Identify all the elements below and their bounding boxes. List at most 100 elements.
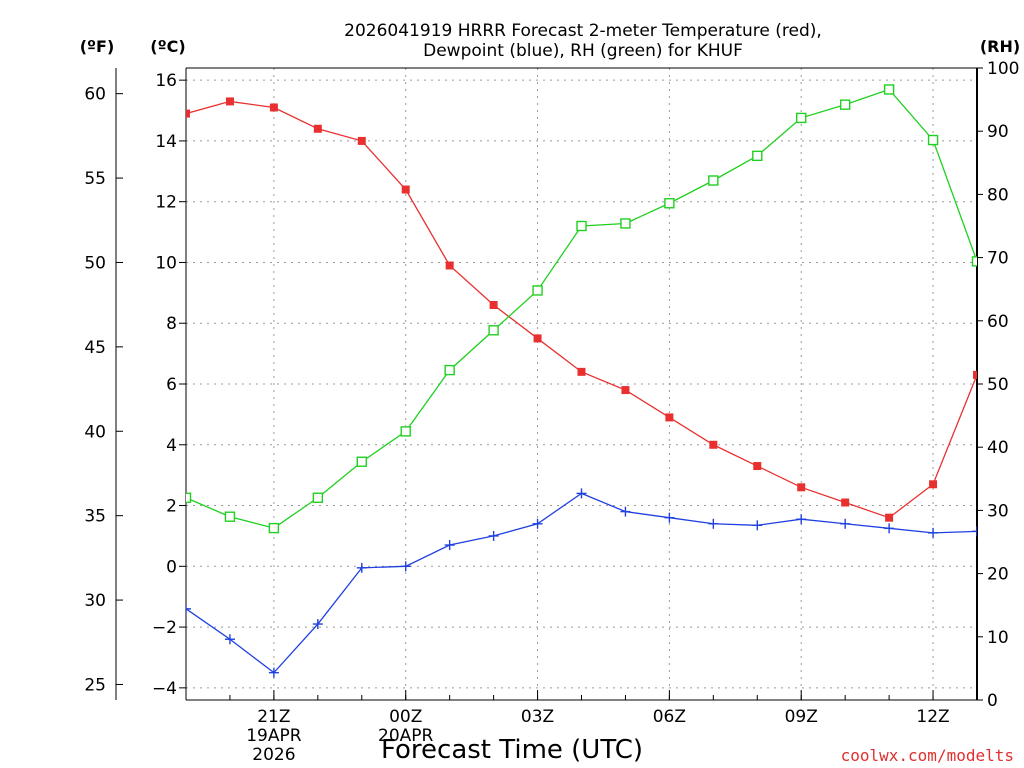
grid-layer [186, 68, 977, 700]
series-layer [186, 84, 977, 678]
temperature-point [797, 483, 806, 492]
dewpoint-point [708, 518, 719, 529]
temperature-point [489, 301, 498, 309]
rh-tick-label: 70 [987, 249, 1009, 269]
fahrenheit-tick-label: 30 [84, 591, 106, 611]
fahrenheit-tick-label: 50 [84, 253, 106, 273]
rh-point [356, 456, 367, 467]
rh-point [752, 150, 763, 162]
rh-tick-label: 30 [987, 501, 1009, 521]
dewpoint-point [312, 619, 323, 630]
temperature-point [533, 334, 542, 343]
unit-label-rh: (RH) [980, 37, 1020, 56]
rh-point [268, 522, 280, 534]
dewpoint-point [444, 540, 455, 551]
fahrenheit-tick-label: 60 [84, 85, 106, 105]
rh-point [708, 175, 719, 186]
temperature-point [621, 386, 630, 395]
x-tick-label: 21Z [257, 707, 290, 727]
rh-point [839, 99, 851, 110]
rh-point [796, 112, 807, 124]
rh-tick-label: 50 [987, 375, 1009, 395]
dewpoint-point [532, 518, 543, 529]
celsius-tick-label: 16 [155, 71, 177, 91]
celsius-tick-label: 4 [166, 436, 177, 456]
dewpoint-series-line [186, 492, 977, 674]
fahrenheit-tick-label: 25 [84, 675, 106, 695]
dewpoint-point [186, 603, 191, 614]
dewpoint-point [620, 506, 631, 517]
celsius-tick-label: 12 [155, 193, 177, 213]
dewpoint-point [972, 526, 977, 537]
temperature-point [357, 136, 366, 145]
celsius-tick-label: 0 [166, 557, 177, 577]
fahrenheit-tick-label: 55 [84, 169, 106, 189]
temperature-point [269, 103, 278, 112]
x-tick-label: 00Z [389, 707, 422, 727]
rh-point [488, 325, 499, 336]
dewpoint-point [356, 562, 367, 573]
rh-tick-label: 40 [987, 438, 1009, 458]
temperature-series-line [186, 100, 977, 519]
x-tick-label: 19APR [246, 726, 302, 746]
dewpoint-point [488, 530, 499, 541]
rh-point [576, 220, 587, 232]
rh-point [224, 511, 236, 522]
rh-point [620, 218, 631, 229]
temperature-point [665, 413, 674, 422]
rh-series-line [186, 88, 977, 529]
rh-point [664, 198, 675, 209]
rh-point [883, 84, 895, 95]
x-tick-label: 03Z [521, 707, 554, 727]
dewpoint-point [796, 514, 807, 525]
celsius-tick-label: −4 [152, 679, 177, 699]
x-tick-label: 20APR [378, 726, 434, 746]
temperature-point [445, 261, 454, 270]
rh-tick-label: 90 [987, 122, 1009, 142]
fahrenheit-tick-label: 40 [84, 422, 106, 442]
x-axis-title: Forecast Time (UTC) [381, 735, 643, 765]
rh-tick-label: 60 [987, 312, 1009, 332]
dewpoint-point [268, 667, 279, 678]
temperature-point [973, 370, 977, 379]
rh-point [400, 426, 411, 437]
rh-tick-label: 10 [987, 628, 1009, 648]
rh-tick-label: 0 [987, 691, 998, 711]
dewpoint-point [928, 527, 939, 538]
dewpoint-point [752, 520, 763, 531]
rh-tick-label: 20 [987, 565, 1009, 585]
celsius-tick-label: 6 [166, 375, 177, 395]
temperature-point [577, 367, 586, 376]
fahrenheit-tick-label: 35 [84, 507, 106, 527]
unit-label-fahrenheit: (ºF) [80, 37, 115, 56]
rh-point [186, 492, 192, 503]
x-tick-label: 12Z [916, 707, 949, 727]
rh-point [927, 134, 939, 146]
credit-text: coolwx.com/modelts [841, 746, 1014, 765]
x-tick-label: 09Z [785, 707, 818, 727]
temperature-point [841, 498, 850, 507]
temperature-point [753, 462, 762, 471]
celsius-tick-label: 10 [155, 253, 177, 273]
rh-point [312, 492, 324, 503]
temperature-point [313, 124, 322, 133]
rh-tick-label: 80 [987, 185, 1009, 205]
temperature-point [709, 440, 718, 449]
x-tick-label: 06Z [653, 707, 686, 727]
dewpoint-point [840, 518, 851, 529]
chart-title-line1: 2026041919 HRRR Forecast 2-meter Tempera… [344, 21, 822, 41]
axes-layer: −4 −2 0 2 4 6 8 10 12 14 16 25 30 35 40 45 50 55 60 0 10 20 30… [84, 59, 1019, 765]
rh-tick-label: 100 [987, 59, 1019, 79]
celsius-tick-label: 2 [166, 497, 177, 517]
dewpoint-point [400, 561, 411, 572]
chart-title-line2: Dewpoint (blue), RH (green) for KHUF [423, 41, 743, 61]
dewpoint-point [884, 523, 895, 534]
rh-point [971, 256, 977, 267]
celsius-tick-label: 8 [166, 314, 177, 334]
unit-label-celsius: (ºC) [150, 37, 185, 56]
celsius-tick-label: 14 [155, 132, 177, 152]
dewpoint-point [224, 634, 235, 645]
temperature-point [401, 185, 410, 194]
temperature-point [225, 97, 234, 106]
